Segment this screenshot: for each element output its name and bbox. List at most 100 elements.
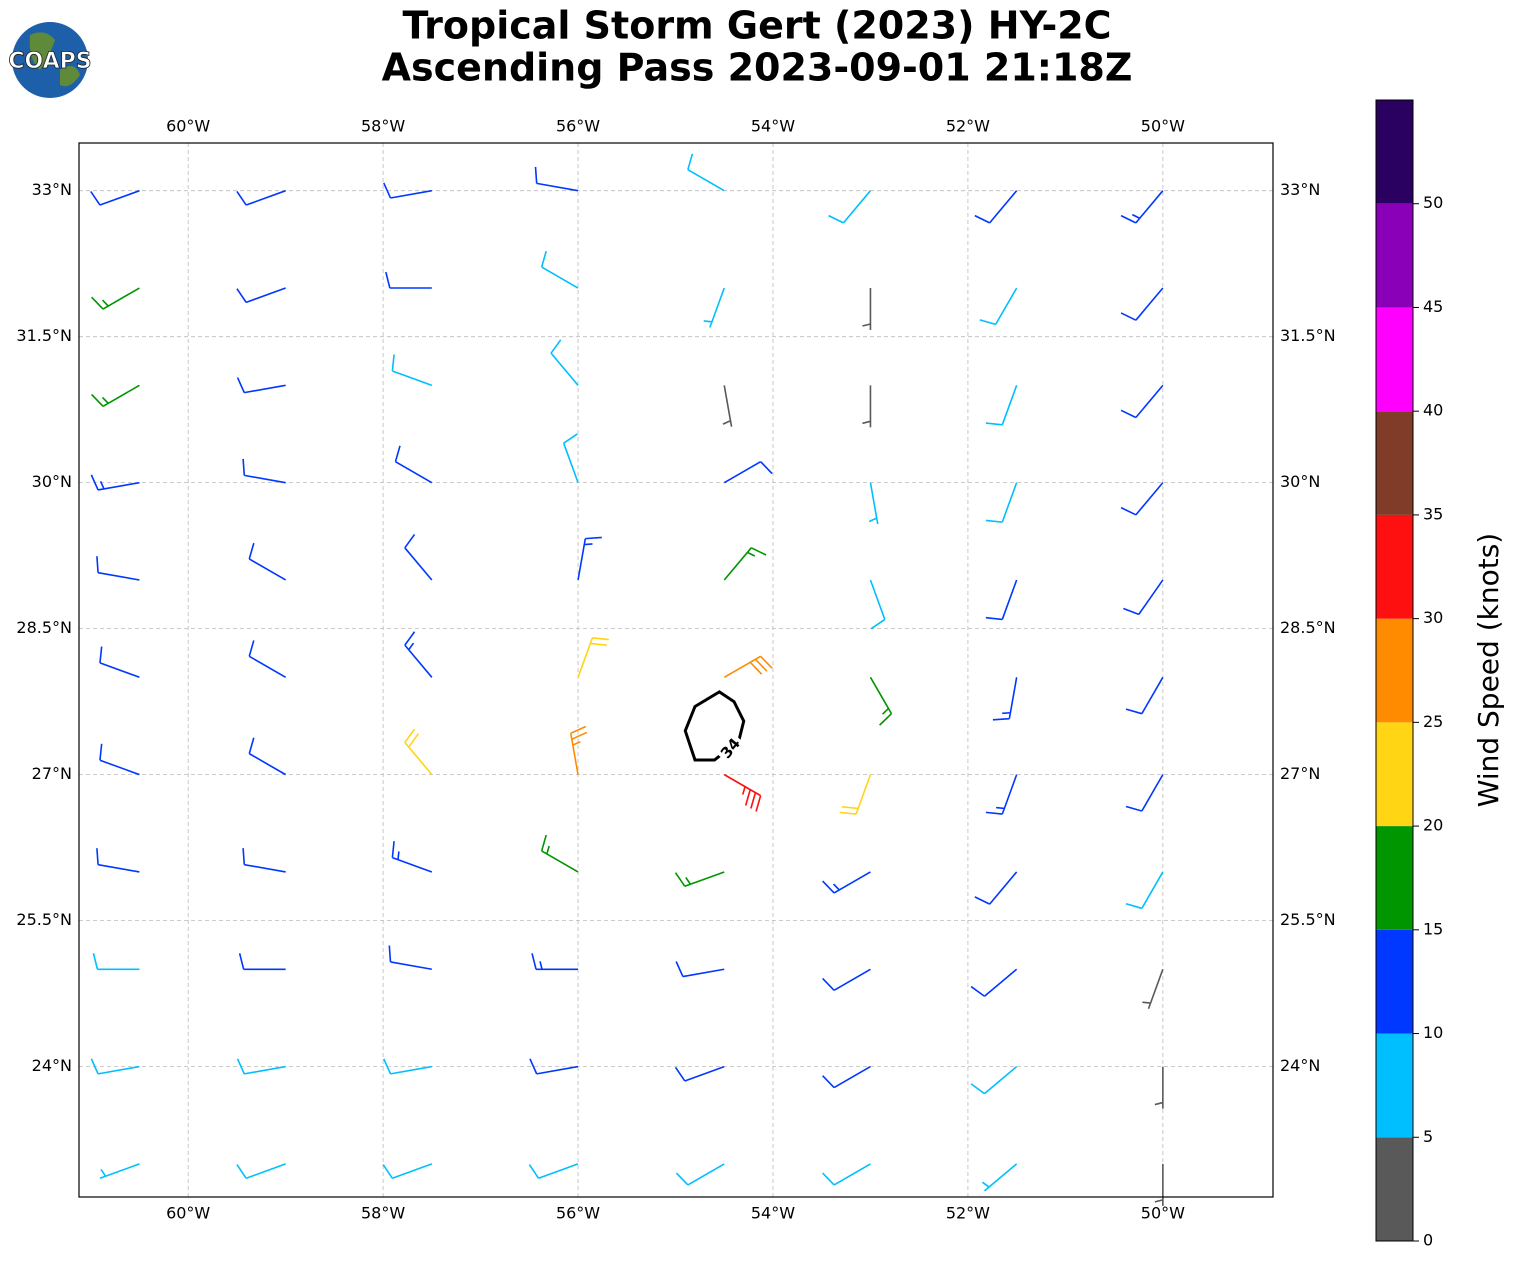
y-tick-label: 25.5°N bbox=[1280, 910, 1336, 929]
colorbar-tick-label: 35 bbox=[1423, 504, 1443, 523]
wind-barb bbox=[1154, 1163, 1164, 1206]
colorbar-segment bbox=[1376, 1033, 1413, 1138]
map-frame bbox=[78, 142, 1274, 1198]
y-tick-label: 31.5°N bbox=[16, 326, 72, 345]
chart-title: Tropical Storm Gert (2023) HY-2C bbox=[402, 4, 1111, 48]
colorbar-segment bbox=[1376, 618, 1413, 723]
wind-barb bbox=[970, 1065, 1018, 1095]
chart-subtitle: Ascending Pass 2023-09-01 21:18Z bbox=[382, 46, 1133, 90]
wind-barb bbox=[236, 377, 286, 394]
x-tick-label: 56°W bbox=[556, 117, 600, 136]
wind-barb bbox=[91, 287, 140, 310]
colorbar-frame bbox=[1375, 99, 1414, 1242]
y-tick-label: 33°N bbox=[32, 180, 72, 199]
colorbar-tick-label: 30 bbox=[1423, 608, 1443, 627]
wind-barb bbox=[723, 460, 773, 484]
x-tick-label: 54°W bbox=[751, 117, 795, 136]
colorbar-segment bbox=[1376, 1137, 1413, 1241]
y-tick-label: 27°N bbox=[1280, 764, 1320, 783]
wind-barb bbox=[383, 182, 432, 199]
wind-barb bbox=[1125, 774, 1164, 812]
wind-barb bbox=[242, 458, 286, 484]
wind-barb bbox=[703, 287, 725, 328]
wind-barb bbox=[675, 961, 725, 978]
wind-barb bbox=[1125, 676, 1164, 715]
x-tick-label: 50°W bbox=[1141, 117, 1185, 136]
wind-barb bbox=[248, 542, 287, 581]
wind-barb bbox=[869, 579, 886, 630]
wind-barb bbox=[822, 1065, 871, 1089]
wind-barb bbox=[828, 190, 872, 224]
wind-barb bbox=[985, 579, 1018, 621]
wind-barb bbox=[868, 482, 879, 525]
wind-barb bbox=[90, 474, 140, 491]
colorbar-tick-label: 25 bbox=[1423, 712, 1443, 731]
wind-barb bbox=[529, 1058, 579, 1075]
wind-barb bbox=[723, 773, 762, 812]
wind-barb bbox=[404, 533, 433, 581]
wind-barb bbox=[404, 631, 433, 678]
wind-barb bbox=[90, 189, 140, 206]
wind-barb bbox=[383, 1058, 432, 1075]
x-tick-label: 54°W bbox=[751, 1204, 795, 1223]
wind-barb bbox=[248, 640, 287, 678]
wind-barb bbox=[531, 953, 579, 971]
x-tick-label: 52°W bbox=[946, 117, 990, 136]
wind-barb bbox=[382, 1163, 433, 1180]
wind-barb bbox=[248, 737, 287, 776]
logo-land bbox=[29, 32, 80, 87]
colorbar-segment bbox=[1376, 826, 1413, 930]
wind-barb bbox=[822, 1163, 871, 1186]
wind-barb bbox=[391, 841, 433, 873]
x-tick-label: 52°W bbox=[946, 1204, 990, 1223]
y-tick-label: 28.5°N bbox=[1280, 618, 1336, 637]
wind-barb bbox=[839, 774, 872, 815]
wind-barb bbox=[238, 953, 286, 971]
wind-barb bbox=[534, 166, 579, 192]
wind-barb bbox=[974, 871, 1018, 905]
colorbar-segment bbox=[1376, 203, 1413, 308]
wind-barb bbox=[1154, 1066, 1164, 1109]
colorbar-tick-label: 10 bbox=[1423, 1023, 1443, 1042]
y-tick-label: 28.5°N bbox=[16, 618, 72, 637]
wind-barb bbox=[385, 271, 432, 289]
logo: COAPS bbox=[8, 22, 92, 98]
colorbar-segment bbox=[1376, 722, 1413, 827]
wind-barb bbox=[99, 743, 140, 776]
y-tick-label: 24°N bbox=[32, 1056, 72, 1075]
wind-barb bbox=[981, 1163, 1018, 1192]
wind-barb bbox=[985, 482, 1018, 523]
x-tick-label: 60°W bbox=[166, 1204, 210, 1223]
x-tick-label: 58°W bbox=[361, 117, 405, 136]
wind-barbs bbox=[90, 153, 1164, 1206]
wind-barb bbox=[391, 354, 433, 387]
wind-barb bbox=[722, 385, 733, 427]
wind-barb bbox=[577, 536, 602, 581]
colorbar-segment bbox=[1376, 514, 1413, 619]
wind-barb bbox=[404, 728, 433, 776]
colorbar-tick-label: 45 bbox=[1423, 297, 1443, 316]
wind-barb bbox=[674, 871, 725, 888]
wind-barb bbox=[99, 646, 140, 679]
wind-barb bbox=[236, 1058, 286, 1075]
colorbar-tick-label: 15 bbox=[1423, 919, 1443, 938]
wind-barb bbox=[550, 339, 579, 386]
wind-barb bbox=[388, 945, 432, 971]
wind-barb bbox=[242, 848, 286, 873]
wind-barb bbox=[1120, 287, 1164, 321]
wind-barb bbox=[236, 1163, 286, 1180]
wind-barb bbox=[1125, 871, 1164, 910]
wind-barb bbox=[869, 676, 893, 726]
colorbar-tick-label: 50 bbox=[1423, 193, 1443, 212]
wind-contour bbox=[683, 690, 746, 762]
y-tick-label: 31.5°N bbox=[1280, 326, 1336, 345]
colorbar-segment bbox=[1376, 307, 1413, 412]
wind-barb bbox=[562, 433, 579, 483]
x-tick-label: 58°W bbox=[361, 1204, 405, 1223]
wind-barb bbox=[1120, 190, 1164, 224]
wind-barb bbox=[96, 848, 140, 873]
colorbar-segment bbox=[1376, 100, 1413, 204]
contour-label-bg bbox=[714, 732, 747, 765]
wind-barb bbox=[985, 774, 1018, 815]
